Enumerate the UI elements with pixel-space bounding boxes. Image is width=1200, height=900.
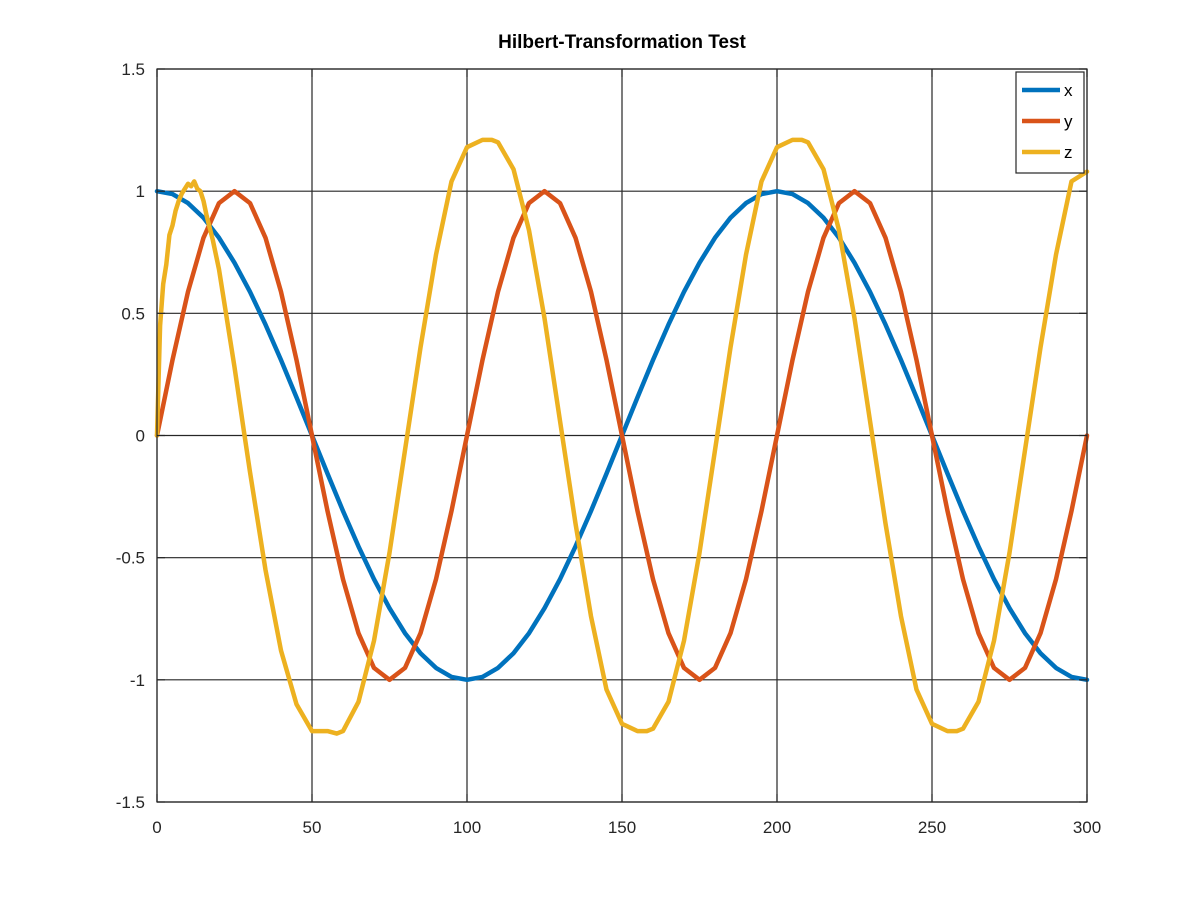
y-tick-label: 1 <box>136 182 145 201</box>
x-tick-label: 0 <box>152 818 161 837</box>
legend-label-z: z <box>1064 143 1073 162</box>
y-tick-label: -1 <box>130 671 145 690</box>
x-tick-label: 150 <box>608 818 636 837</box>
legend: xyz <box>1015 71 1085 174</box>
y-tick-label: -1.5 <box>116 793 145 812</box>
x-tick-label: 50 <box>303 818 322 837</box>
legend-label-y: y <box>1064 112 1073 131</box>
series-lines <box>154 137 1090 736</box>
y-tick-label: 0 <box>136 427 145 446</box>
legend-label-x: x <box>1064 81 1073 100</box>
axis-ticks: 0 50 100 150 200 250 300 1.5 1 0.5 0 -0.5 -1 -1.5 <box>116 60 1101 837</box>
x-tick-label: 300 <box>1073 818 1101 837</box>
chart-title: Hilbert-Transformation Test <box>498 32 746 53</box>
x-tick-label: 200 <box>763 818 791 837</box>
series-line-y <box>154 188 1090 683</box>
series-line-z <box>154 137 1090 736</box>
x-tick-label: 100 <box>453 818 481 837</box>
x-tick-label: 250 <box>918 818 946 837</box>
y-tick-label: 1.5 <box>121 60 145 79</box>
y-tick-label: 0.5 <box>121 304 145 323</box>
y-tick-label: -0.5 <box>116 549 145 568</box>
